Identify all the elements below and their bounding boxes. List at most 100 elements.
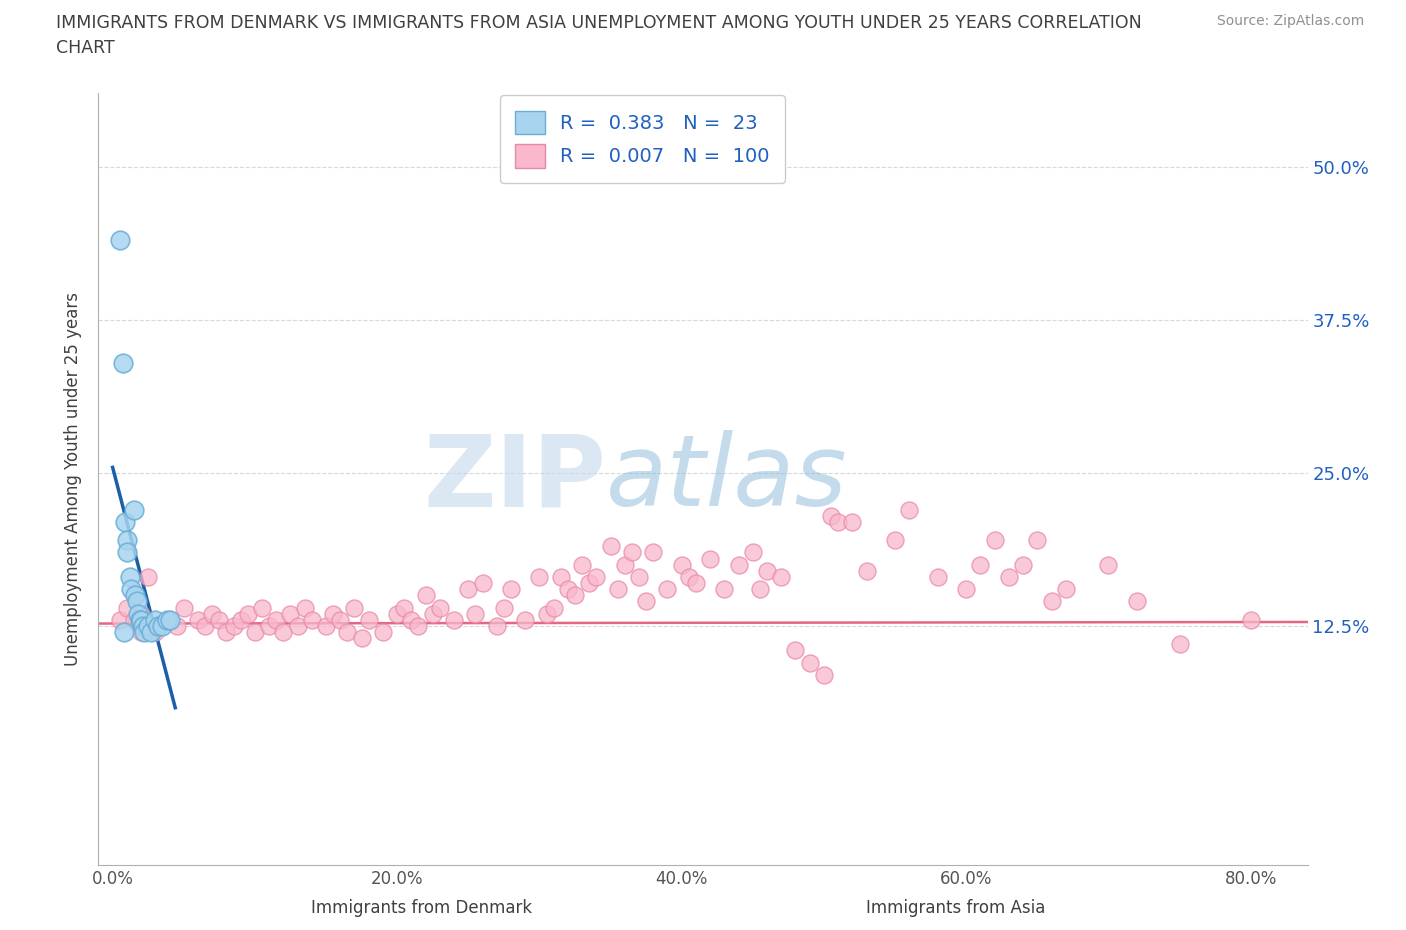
Point — [485, 618, 508, 633]
Text: Immigrants from Denmark: Immigrants from Denmark — [311, 899, 533, 917]
Point — [606, 582, 628, 597]
Point — [543, 600, 565, 615]
Point — [457, 582, 479, 597]
Point — [585, 569, 607, 584]
Point — [159, 613, 181, 628]
Point — [884, 533, 907, 548]
Point — [222, 618, 245, 633]
Point — [336, 625, 359, 640]
Point — [401, 613, 423, 628]
Point — [599, 538, 621, 553]
Point — [1054, 582, 1077, 597]
Point — [620, 545, 643, 560]
Point — [243, 625, 266, 640]
Point — [108, 613, 131, 628]
Point — [236, 606, 259, 621]
Point — [429, 600, 451, 615]
Point — [128, 613, 150, 628]
Point — [969, 557, 991, 572]
Point — [143, 613, 166, 628]
Point — [129, 625, 152, 640]
Point — [115, 545, 138, 560]
Point — [129, 613, 152, 628]
Point — [187, 613, 209, 628]
Text: ZIP: ZIP — [423, 431, 606, 527]
Point — [727, 557, 749, 572]
Point — [613, 557, 636, 572]
Point — [122, 502, 145, 517]
Point — [111, 355, 134, 370]
Legend: R =  0.383   N =  23, R =  0.007   N =  100: R = 0.383 N = 23, R = 0.007 N = 100 — [501, 95, 785, 183]
Point — [1240, 613, 1263, 628]
Point — [294, 600, 316, 615]
Point — [136, 569, 159, 584]
Point — [855, 564, 877, 578]
Text: CHART: CHART — [56, 39, 115, 57]
Point — [322, 606, 344, 621]
Point — [357, 613, 380, 628]
Point — [841, 514, 863, 529]
Point — [643, 545, 665, 560]
Point — [464, 606, 486, 621]
Point — [173, 600, 195, 615]
Point — [955, 582, 977, 597]
Point — [627, 569, 650, 584]
Point — [264, 613, 287, 628]
Point — [125, 594, 148, 609]
Point — [329, 613, 352, 628]
Point — [208, 613, 231, 628]
Point — [1012, 557, 1035, 572]
Point — [529, 569, 551, 584]
Point — [827, 514, 849, 529]
Point — [201, 606, 224, 621]
Point — [250, 600, 273, 615]
Point — [215, 625, 238, 640]
Point — [159, 613, 181, 628]
Point — [813, 668, 835, 683]
Point — [578, 576, 600, 591]
Point — [280, 606, 302, 621]
Point — [112, 625, 135, 640]
Point — [471, 576, 494, 591]
Point — [685, 576, 707, 591]
Point — [799, 656, 821, 671]
Point — [273, 625, 295, 640]
Point — [713, 582, 735, 597]
Point — [898, 502, 921, 517]
Point — [550, 569, 572, 584]
Y-axis label: Unemployment Among Youth under 25 years: Unemployment Among Youth under 25 years — [65, 292, 83, 666]
Point — [350, 631, 373, 645]
Point — [515, 613, 537, 628]
Point — [1097, 557, 1119, 572]
Point — [564, 588, 586, 603]
Point — [678, 569, 700, 584]
Point — [785, 643, 807, 658]
Point — [152, 618, 174, 633]
Point — [770, 569, 793, 584]
Text: atlas: atlas — [606, 431, 848, 527]
Point — [139, 625, 162, 640]
Point — [371, 625, 394, 640]
Point — [1040, 594, 1063, 609]
Point — [492, 600, 515, 615]
Point — [499, 582, 522, 597]
Point — [301, 613, 323, 628]
Point — [927, 569, 949, 584]
Point — [115, 533, 138, 548]
Point — [385, 606, 408, 621]
Point — [229, 613, 252, 628]
Point — [1168, 637, 1191, 652]
Point — [156, 613, 179, 628]
Point — [422, 606, 444, 621]
Point — [146, 618, 169, 633]
Point — [166, 618, 188, 633]
Point — [143, 618, 166, 633]
Text: Immigrants from Asia: Immigrants from Asia — [866, 899, 1046, 917]
Point — [129, 606, 152, 621]
Point — [143, 625, 166, 640]
Point — [443, 613, 465, 628]
Point — [132, 625, 155, 640]
Point — [124, 588, 146, 603]
Point — [122, 613, 145, 628]
Point — [315, 618, 337, 633]
